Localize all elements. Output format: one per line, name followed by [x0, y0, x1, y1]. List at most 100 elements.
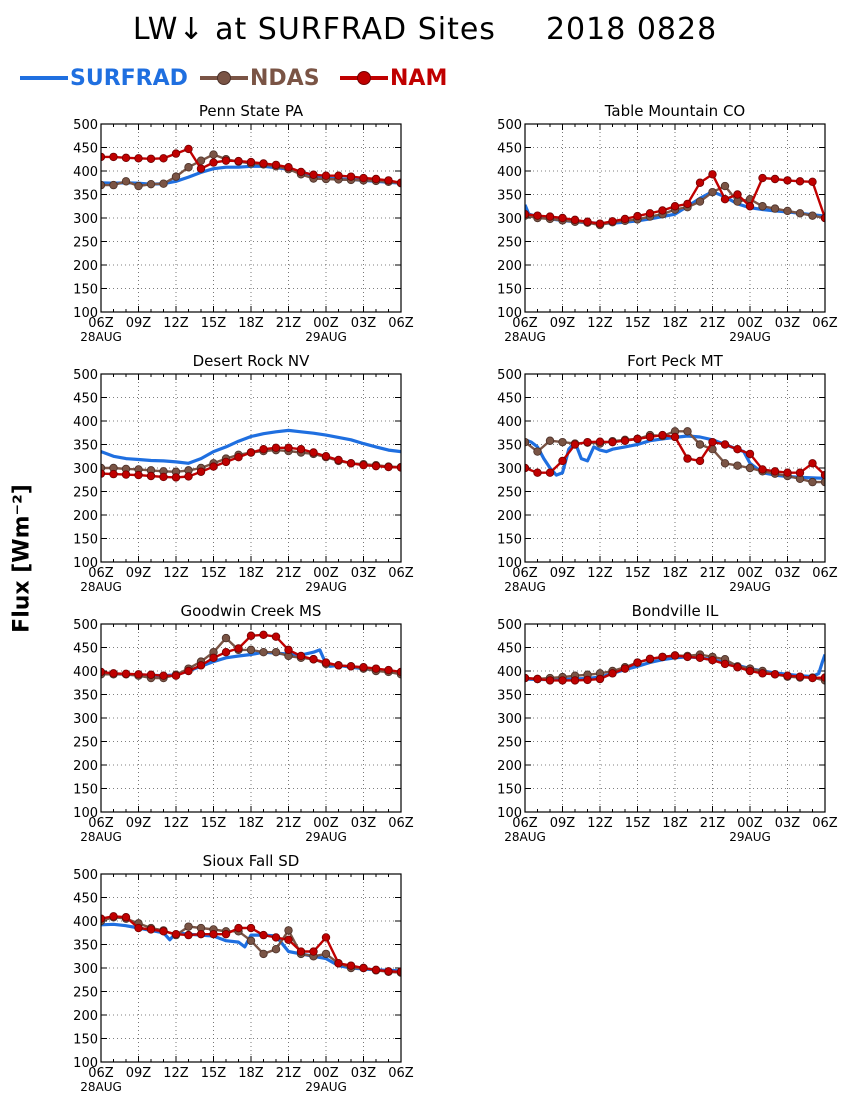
x-tick-label: 15Z	[625, 316, 651, 331]
series-nam-point	[221, 648, 231, 657]
series-nam-point	[595, 437, 605, 446]
series-nam-point	[171, 149, 181, 158]
series-nam-point	[134, 923, 143, 933]
x-tick-label: 03Z	[775, 816, 801, 831]
series-nam-point	[271, 443, 281, 452]
series-nam-point	[371, 965, 381, 975]
series-ndas-point	[795, 209, 805, 218]
series-nam-point	[595, 219, 605, 228]
series-nam-point	[396, 967, 401, 976]
x-tick-label: 03Z	[351, 1066, 377, 1081]
y-tick-label: 250	[73, 736, 98, 751]
y-tick-label: 250	[497, 236, 522, 251]
series-nam-point	[758, 173, 767, 183]
series-nam-point	[620, 664, 630, 673]
series-nam-point	[808, 673, 817, 683]
series-nam-point	[296, 947, 306, 956]
y-tick-label: 100	[73, 806, 98, 821]
y-tick-label: 100	[73, 1056, 98, 1071]
date-label-next: 29AUG	[305, 330, 347, 344]
series-nam-point	[645, 432, 655, 442]
series-nam-point	[321, 933, 331, 942]
series-nam-point	[101, 152, 106, 162]
series-nam-point	[171, 671, 181, 680]
y-tick-label: 300	[73, 712, 98, 727]
date-label-next: 29AUG	[305, 580, 347, 594]
y-tick-label: 500	[497, 618, 522, 633]
y-tick-label: 200	[497, 259, 522, 274]
series-nam-point	[695, 653, 705, 663]
series-nam-point	[359, 460, 368, 470]
series-ndas-point	[720, 459, 730, 468]
x-tick-label: 06Z	[388, 816, 414, 831]
series-nam-point	[101, 469, 106, 478]
y-tick-label: 200	[73, 759, 98, 774]
x-tick-label: 15Z	[201, 316, 227, 331]
series-nam-point	[196, 661, 206, 670]
chart-sioux-fall-sd: Sioux Fall SD 100 150 200 250 300 350 400 450 500…	[73, 852, 414, 1094]
y-tick-label: 200	[73, 259, 98, 274]
series-nam-point	[396, 463, 401, 472]
series-nam-point	[695, 456, 705, 466]
x-tick-label: 15Z	[625, 566, 651, 581]
chart-title: Desert Rock NV	[193, 352, 310, 370]
series-ndas-point	[159, 179, 168, 188]
x-tick-label: 12Z	[587, 816, 613, 831]
series-ndas-point	[745, 463, 755, 473]
series-nam-point	[284, 443, 293, 452]
series-nam-point	[783, 468, 792, 477]
plot-frame	[100, 873, 402, 1063]
chart-desert-rock-nv: Desert Rock NV 100 150 200 250 300 350 400 450 50…	[73, 352, 414, 594]
series-nam-point	[384, 967, 393, 976]
series-nam-point	[121, 669, 131, 679]
y-tick-label: 350	[73, 439, 98, 454]
series-nam-point	[570, 440, 580, 449]
x-tick-label: 00Z	[737, 816, 763, 831]
series-nam-point	[246, 923, 256, 933]
series-nam-point	[583, 217, 592, 226]
series-ndas-point	[733, 197, 742, 206]
series-nam-point	[396, 178, 401, 187]
series-nam-point	[159, 671, 168, 680]
series-nam-point	[708, 170, 717, 179]
series-nam-point	[683, 652, 692, 662]
x-tick-label: 00Z	[313, 1066, 339, 1081]
series-nam-point	[196, 467, 206, 476]
series-nam-point	[334, 661, 343, 670]
series-nam-point	[670, 651, 680, 660]
series-nam-point	[359, 663, 368, 672]
series-nam-point	[234, 644, 243, 653]
y-tick-label: 150	[73, 1033, 98, 1048]
series-nam-point	[359, 963, 368, 973]
x-tick-label: 06Z	[812, 566, 838, 581]
x-tick-label: 15Z	[625, 816, 651, 831]
series-nam-point	[758, 669, 767, 678]
series-nam-point	[109, 669, 118, 678]
series-nam-point	[196, 164, 206, 173]
series-ndas-point	[271, 945, 281, 954]
series-nam-point	[196, 929, 206, 939]
series-nam-point	[146, 471, 156, 481]
series-ndas-point	[733, 461, 742, 470]
x-tick-label: 15Z	[201, 566, 227, 581]
series-nam-point	[570, 215, 580, 225]
series-nam-point	[284, 645, 293, 655]
series-nam-point	[334, 455, 343, 465]
y-tick-label: 300	[73, 212, 98, 227]
series-nam-point	[121, 913, 131, 922]
series-nam-point	[733, 190, 742, 199]
series-nam-point	[683, 454, 692, 463]
date-label-next: 29AUG	[729, 580, 771, 594]
chart-table-mountain-co: Table Mountain CO 100 150 200 250 300 350 400 45…	[497, 102, 838, 344]
y-tick-label: 400	[73, 665, 98, 680]
series-nam-point	[658, 652, 667, 662]
y-tick-label: 300	[73, 962, 98, 977]
main-title: LW↓ at SURFRAD Sites 2018 0828	[0, 12, 850, 47]
series-ndas-point	[545, 436, 555, 445]
series-nam-point	[533, 468, 542, 477]
x-tick-label: 18Z	[238, 816, 264, 831]
x-tick-label: 12Z	[587, 316, 613, 331]
x-tick-label: 06Z	[512, 566, 538, 581]
series-nam-point	[783, 671, 792, 680]
